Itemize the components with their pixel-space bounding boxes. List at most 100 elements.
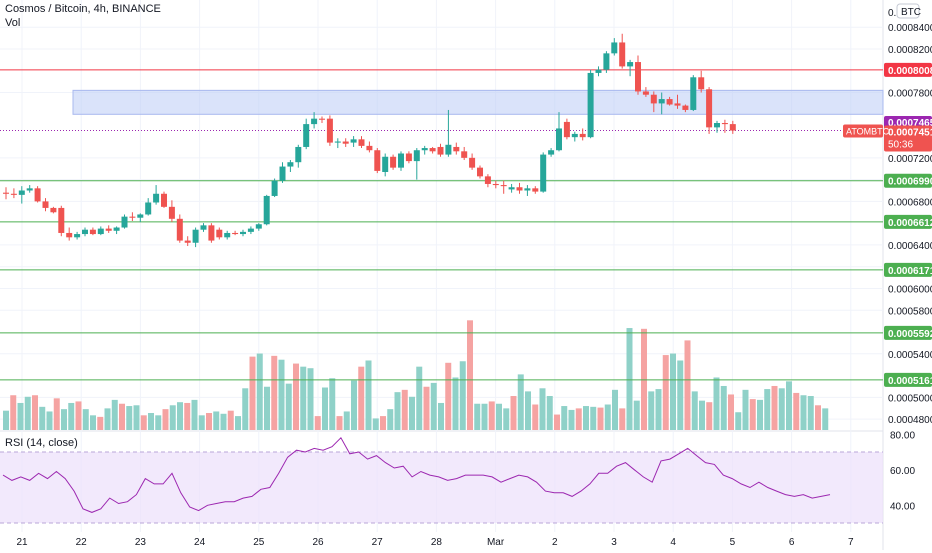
volume-bar xyxy=(278,359,285,430)
candle-body xyxy=(398,153,404,168)
candle-body xyxy=(524,188,531,191)
candle-body xyxy=(650,94,657,104)
volume-bar xyxy=(648,391,655,430)
candle-body xyxy=(26,188,33,191)
candle-body xyxy=(421,148,428,151)
volume-bar xyxy=(32,395,38,430)
highlight-zone xyxy=(72,89,884,115)
candle-body xyxy=(74,234,81,238)
volume-bar xyxy=(612,389,618,430)
candle-body xyxy=(232,232,239,235)
candle-body xyxy=(508,187,515,190)
candle-body xyxy=(279,166,286,181)
volume-bar xyxy=(749,399,756,430)
volume-bar xyxy=(786,381,792,430)
price-tick-label: 0.0005400 xyxy=(888,350,932,361)
candle-body xyxy=(168,206,175,219)
volume-bar xyxy=(597,407,604,430)
candle-body xyxy=(690,77,697,110)
time-tick-label: 6 xyxy=(789,537,795,548)
candle-body xyxy=(66,232,73,238)
rsi-band xyxy=(0,452,883,523)
price-tick-label: 0.0004800 xyxy=(888,415,932,426)
volume-bar xyxy=(764,389,771,430)
candle-body xyxy=(208,225,215,241)
marked-price-label: 0.0007465 xyxy=(888,118,932,129)
candle-body xyxy=(540,154,547,192)
volume-bar xyxy=(713,377,720,430)
volume-bar xyxy=(148,413,154,430)
level-price-tag xyxy=(884,173,932,188)
candle-body xyxy=(556,128,562,151)
candle-body xyxy=(319,118,325,120)
volume-bar xyxy=(568,409,575,430)
candle-body xyxy=(382,156,389,172)
time-tick-label: 23 xyxy=(135,537,147,548)
volume-bar xyxy=(271,355,278,430)
volume-bar xyxy=(525,391,531,430)
price-tick-label: 0.0006400 xyxy=(888,241,932,252)
volume-bar xyxy=(133,405,140,430)
level-price-label: 0.0006612 xyxy=(888,218,932,229)
volume-bar xyxy=(249,356,256,430)
candle-body xyxy=(129,216,136,218)
candle-body xyxy=(247,228,254,232)
volume-bar xyxy=(365,360,372,430)
candle-body xyxy=(477,167,483,177)
time-tick-label: 5 xyxy=(730,537,736,548)
level-price-label: 0.0005592 xyxy=(888,329,932,340)
candle-body xyxy=(161,193,167,207)
volume-bar xyxy=(39,406,46,430)
candle-body xyxy=(500,185,507,187)
candle-body xyxy=(658,99,665,104)
volume-bar xyxy=(220,413,227,430)
candle-body xyxy=(390,156,397,168)
candle-body xyxy=(714,123,720,128)
time-tick-label: 27 xyxy=(372,537,384,548)
volume-bar xyxy=(807,396,814,430)
price-tick-label: 0.0006000 xyxy=(888,284,932,295)
candle-body xyxy=(445,144,452,155)
volume-bar xyxy=(17,402,24,430)
candle-body xyxy=(548,150,555,155)
candle-body xyxy=(587,72,594,138)
volume-bar xyxy=(757,399,763,430)
volume-bar xyxy=(351,380,357,430)
volume-bar xyxy=(438,402,444,430)
level-price-label: 0.0006171 xyxy=(888,266,932,277)
volume-bar xyxy=(800,395,807,430)
volume-bar xyxy=(815,405,821,430)
volume-bar xyxy=(532,404,539,430)
volume-bar xyxy=(409,396,415,430)
volume-bar xyxy=(336,416,343,430)
volume-bar xyxy=(619,408,626,430)
volume-bar xyxy=(742,389,749,430)
price-tick-label: 0.0005800 xyxy=(888,306,932,317)
volume-label: Vol xyxy=(5,17,21,29)
time-tick-label: 25 xyxy=(253,537,265,548)
volume-bar xyxy=(177,402,183,430)
candle-body xyxy=(311,118,318,125)
time-tick-label: 2 xyxy=(552,537,558,548)
level-price-label: 0.0008008 xyxy=(888,66,932,77)
candle-body xyxy=(224,232,231,238)
price-tick-label: 0.0007800 xyxy=(888,89,932,100)
candle-body xyxy=(682,105,689,110)
time-tick-label: 24 xyxy=(194,537,206,548)
price-tick-label: 0.0008200 xyxy=(888,45,932,56)
candle-body xyxy=(484,176,491,184)
countdown-label: 50:36 xyxy=(888,140,913,151)
volume-bar xyxy=(119,403,125,430)
candle-body xyxy=(97,228,104,235)
candle-body xyxy=(413,150,420,162)
volume-bar xyxy=(699,400,705,430)
volume-bar xyxy=(191,399,198,430)
volume-bar xyxy=(778,388,785,430)
volume-bar xyxy=(68,402,75,430)
candle-body xyxy=(635,62,641,92)
volume-bar xyxy=(459,361,466,430)
candle-body xyxy=(303,124,310,147)
volume-bar xyxy=(227,410,234,430)
